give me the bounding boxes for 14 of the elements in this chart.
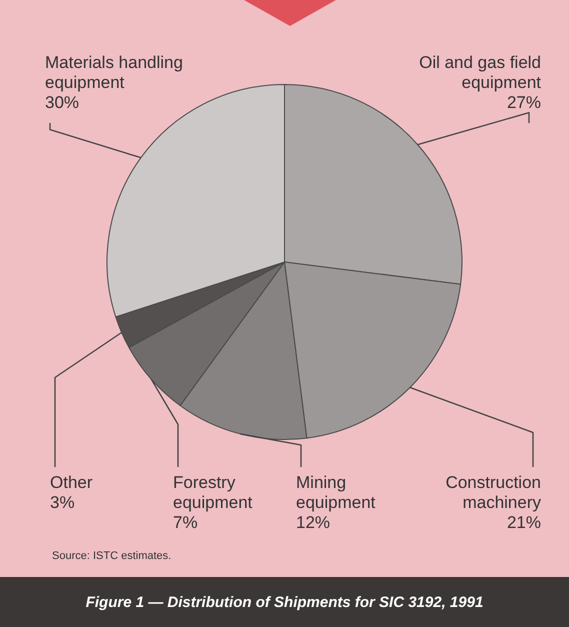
text: Figure 1 — Distribution of Shipments for SIC 3192, 1991 (0, 577, 569, 627)
data-label: 12% (296, 513, 330, 532)
data-label: 21% (506, 513, 541, 532)
slice-label: Construction machinery (446, 473, 542, 512)
slice-label: Other (50, 473, 93, 492)
data-label: 3% (50, 493, 75, 512)
data-label: 27% (506, 93, 541, 112)
source-note: Source: ISTC estimates. (52, 550, 172, 562)
slice-label: Oil and gas field equipment (419, 53, 542, 92)
slice-label: Mining equipment (296, 473, 376, 512)
slice-label: Forestry equipment (173, 473, 253, 512)
data-label: 30% (45, 93, 80, 112)
data-label: 7% (173, 513, 198, 532)
slice-label: Materials handling equipment (45, 53, 183, 92)
